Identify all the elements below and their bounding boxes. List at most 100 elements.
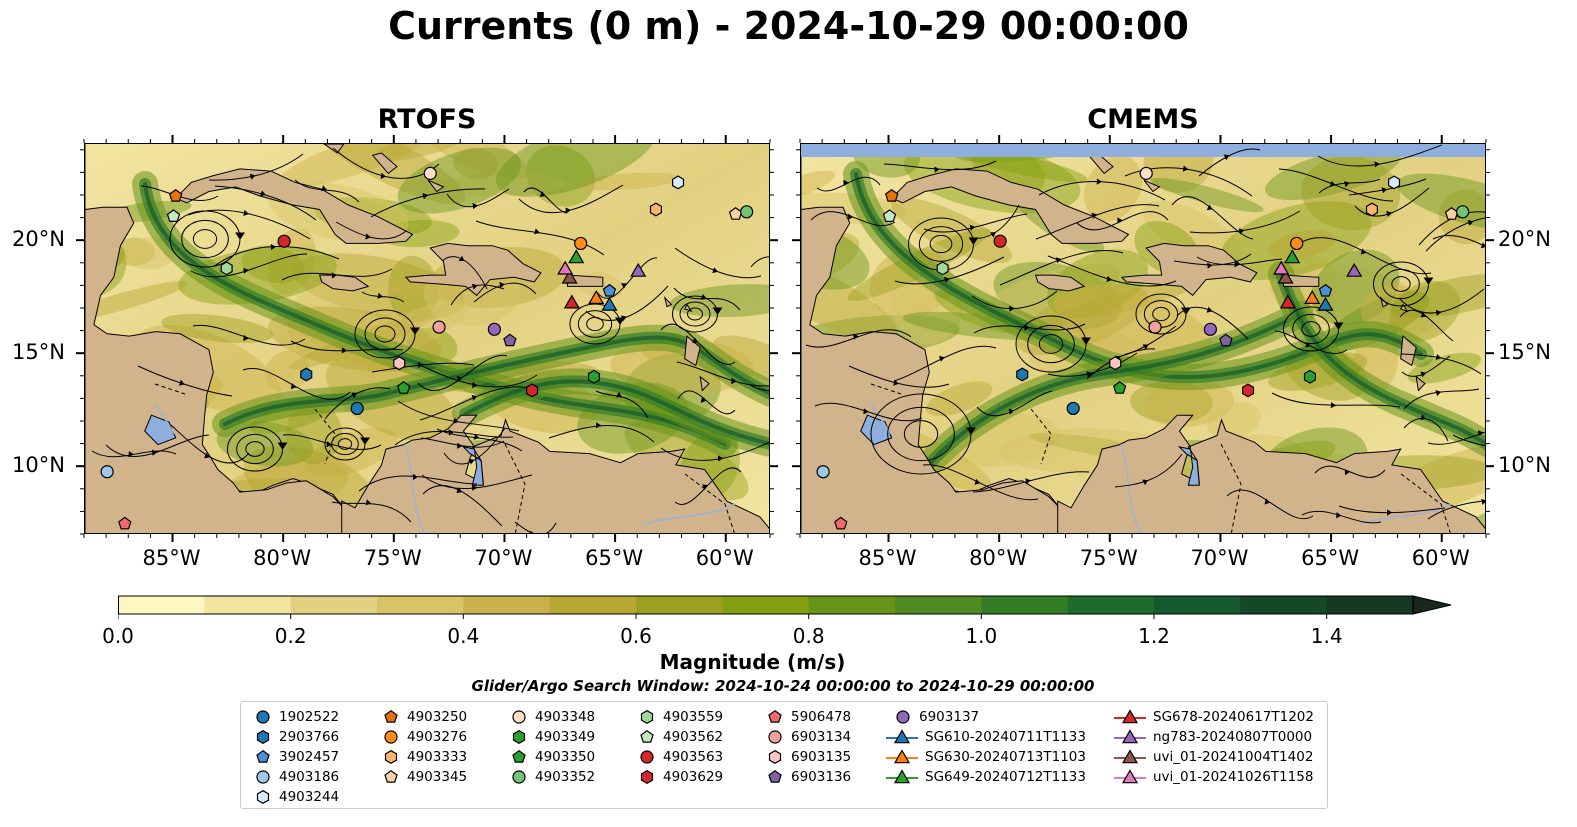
observation-marker-3902457	[1318, 283, 1333, 297]
triangle-marker-icon	[1114, 729, 1146, 744]
colorbar-tick: 0.4	[447, 624, 480, 648]
rtofs-map	[84, 143, 770, 534]
observation-marker-4903563	[277, 234, 291, 248]
colorbar-band	[463, 596, 551, 614]
observation-marker-ng783-20240807T0000	[1346, 262, 1363, 277]
observation-marker-uvi_01-20241026T1158	[557, 260, 574, 275]
legend-item: 3902457	[253, 747, 339, 767]
lat-tick-label: 20°N	[1498, 227, 1551, 252]
observation-marker-6903134	[432, 320, 446, 334]
legend-label: 4903352	[535, 769, 596, 785]
cmems-map	[800, 143, 1486, 534]
lat-tick-label: 15°N	[1498, 340, 1551, 365]
legend-item: 6903134	[765, 727, 851, 747]
legend-label: 4903276	[407, 729, 468, 745]
pentagon-marker-icon	[384, 709, 398, 723]
colorbar-tick: 1.4	[1310, 624, 1343, 648]
legend-marker	[640, 750, 654, 764]
legend-item: 2903766	[253, 727, 339, 747]
legend-marker	[256, 710, 270, 724]
legend-item: 4903350	[509, 747, 595, 767]
legend-marker	[640, 729, 654, 743]
lat-tick-label: 10°N	[1498, 453, 1551, 478]
observation-marker-SG630-20240713T1103	[1304, 289, 1321, 304]
legend-item: ng783-20240807T0000	[1113, 727, 1312, 747]
colorbar-band	[895, 596, 982, 614]
legend-item: 5906478	[765, 707, 851, 727]
observation-marker-4903349	[587, 369, 601, 384]
legend-label: 2903766	[279, 729, 340, 745]
lon-tick-label: 70°W	[474, 546, 533, 570]
colorbar-tick: 0.2	[274, 624, 307, 648]
legend-label: 4903348	[535, 709, 596, 725]
legend-marker	[512, 770, 526, 784]
observation-marker-6903137	[1203, 322, 1217, 336]
legend-marker	[384, 730, 398, 744]
legend-label: SG630-20240713T1103	[925, 749, 1086, 765]
lon-tick-label: 60°W	[1411, 546, 1470, 570]
observation-marker-4903348	[423, 166, 437, 180]
legend-label: SG610-20240711T1133	[925, 729, 1086, 745]
observation-marker-3902457	[602, 283, 617, 297]
colorbar-band	[1326, 596, 1414, 614]
lon-tick-label: 75°W	[1079, 546, 1138, 570]
observation-marker-4903186	[100, 465, 114, 479]
circle-marker-icon	[256, 710, 270, 724]
observation-marker-1902522	[1066, 401, 1080, 416]
circle-marker-icon	[512, 770, 526, 784]
legend-label: 4903333	[407, 749, 468, 765]
legend-label: 4903562	[663, 729, 724, 745]
lon-tick-label: 85°W	[858, 546, 917, 570]
legend-item: 6903135	[765, 747, 851, 767]
legend: 1902522 2903766 3902457 4903186 4903244 49032…	[240, 701, 1328, 809]
legend-item: 4903276	[381, 727, 467, 747]
legend-marker	[1121, 769, 1139, 784]
observation-marker-6903135	[1109, 356, 1122, 371]
legend-marker	[768, 730, 782, 744]
legend-label: 4903559	[663, 709, 724, 725]
observation-marker-4903244	[1387, 175, 1401, 190]
observation-marker-4903559	[220, 261, 233, 276]
pentagon-marker-icon	[768, 709, 782, 723]
legend-item: 4903186	[253, 767, 339, 787]
observation-marker-5906478	[834, 516, 848, 530]
colorbar-band	[722, 596, 810, 614]
legend-marker	[640, 770, 654, 784]
observation-marker-4903562	[166, 209, 181, 223]
pentagon-marker-icon	[512, 749, 526, 763]
legend-item: SG678-20240617T1202	[1113, 707, 1314, 727]
legend-marker	[256, 770, 270, 784]
observation-marker-4903186	[816, 465, 830, 479]
legend-marker	[1121, 709, 1139, 724]
lon-tick-label: 65°W	[1301, 546, 1360, 570]
lat-tick-label: 20°N	[12, 227, 65, 252]
legend-label: 5906478	[791, 709, 852, 725]
lon-tick-label: 85°W	[142, 546, 201, 570]
colorbar-band	[1154, 596, 1241, 614]
colorbar-tick: 0.8	[792, 624, 825, 648]
legend-label: 3902457	[279, 749, 340, 765]
legend-item: uvi_01-20241026T1158	[1113, 767, 1313, 787]
observation-marker-1902522	[350, 401, 364, 416]
colorbar	[118, 595, 1452, 619]
hexagon-marker-icon	[768, 750, 782, 764]
legend-marker	[384, 769, 398, 783]
legend-marker	[384, 709, 398, 723]
pentagon-marker-icon	[768, 769, 782, 783]
observation-marker-4903250	[884, 188, 899, 202]
observation-marker-4903352	[740, 205, 754, 219]
colorbar-tick: 1.0	[965, 624, 998, 648]
legend-label: 6903135	[791, 749, 852, 765]
legend-label: 4903186	[279, 769, 340, 785]
observation-marker-4903348	[1139, 166, 1153, 180]
legend-label: 4903244	[279, 789, 340, 805]
legend-label: 4903629	[663, 769, 724, 785]
lon-tick-label: 80°W	[253, 546, 312, 570]
legend-marker	[512, 710, 526, 724]
legend-item: 4903349	[509, 727, 595, 747]
triangle-marker-icon	[886, 729, 918, 744]
legend-item: SG630-20240713T1103	[885, 747, 1086, 767]
observation-marker-SG678-20240617T1202	[563, 294, 580, 309]
legend-marker	[1121, 749, 1139, 764]
triangle-marker-icon	[886, 769, 918, 784]
